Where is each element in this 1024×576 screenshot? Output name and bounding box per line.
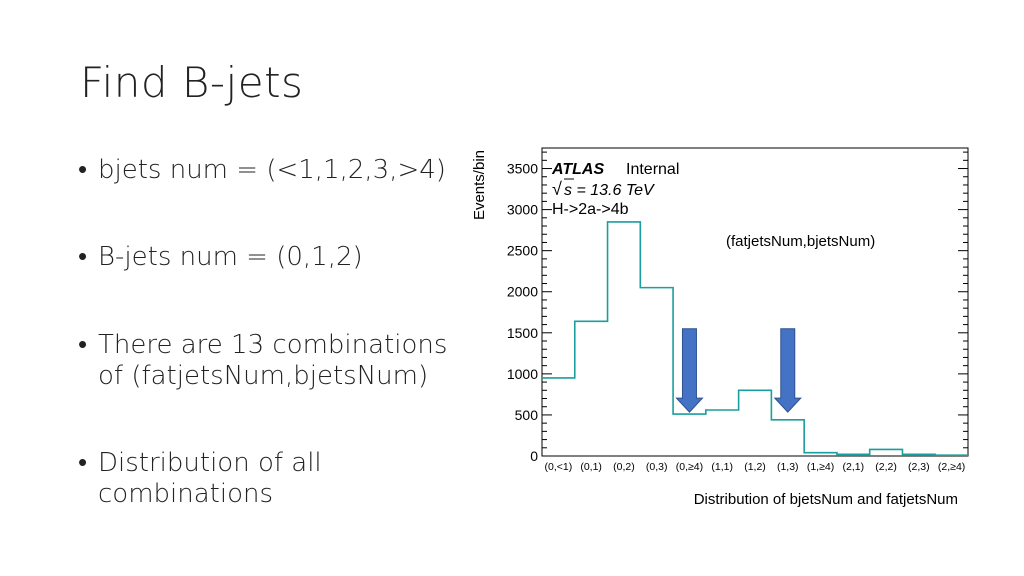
plot-frame — [541, 147, 969, 457]
bullet-text: There are 13 combinations of (fatjetsNum… — [98, 330, 448, 391]
x-tick-label: (2,3) — [908, 461, 930, 473]
bullet-text: bjets num = (<1,1,2,3,>4) — [98, 155, 446, 185]
bullet-dot-icon: • — [78, 155, 88, 185]
highlight-arrow-icon — [675, 328, 704, 413]
bullet-item: • bjets num = (<1,1,2,3,>4) — [78, 155, 458, 186]
x-axis-label: Distribution of bjetsNum and fatjetsNum — [694, 491, 958, 508]
histogram-svg: 0 500 1000 1500 2000 2500 3000 3500 (0,<1) (0,1)… — [471, 147, 969, 508]
y-tick-label: 1500 — [507, 325, 538, 341]
x-tick-label: (1,3) — [777, 461, 799, 473]
bullet-dot-icon: • — [78, 330, 88, 360]
histogram-chart: 0 500 1000 1500 2000 2500 3000 3500 (0,<1) (0,1)… — [466, 140, 986, 520]
sqrt-symbol: √ — [552, 179, 562, 199]
x-tick-label: (2,≥4) — [938, 461, 965, 473]
y-axis-label: Events/bin — [471, 150, 488, 220]
process-label: H->2a->4b — [552, 201, 629, 218]
internal-label: Internal — [626, 161, 679, 178]
energy-unit: TeV — [626, 182, 655, 199]
y-tick-label: 500 — [515, 407, 539, 423]
bullet-item: • Distribution of all combinations — [78, 448, 458, 510]
x-tick-label: (1,≥4) — [807, 461, 834, 473]
bullet-dot-icon: • — [78, 448, 88, 478]
x-tick-label: (2,2) — [875, 461, 897, 473]
x-tick-label: (1,1) — [711, 461, 733, 473]
slide-title: Find B-jets — [80, 58, 304, 107]
combo-label: (fatjetsNum,bjetsNum) — [726, 233, 875, 250]
y-tick-label: 2000 — [507, 284, 538, 300]
bullet-dot-icon: • — [78, 242, 88, 272]
x-tick-label: (2,1) — [843, 461, 865, 473]
y-tick-label: 2500 — [507, 243, 538, 259]
bullet-text: Distribution of all combinations — [98, 448, 322, 509]
x-tick-label: (0,2) — [613, 461, 635, 473]
x-tick-label: (0,1) — [580, 461, 602, 473]
x-tick-label: (1,2) — [744, 461, 766, 473]
y-tick-label: 0 — [530, 448, 538, 464]
y-tick-label: 3500 — [507, 161, 538, 177]
atlas-label: ATLAS — [551, 161, 604, 178]
bullet-item: • There are 13 combinations of (fatjetsN… — [78, 330, 458, 392]
highlight-arrow-icon — [773, 328, 802, 413]
x-tick-label: (0,<1) — [545, 461, 573, 473]
energy-label: s = 13.6 TeV — [564, 182, 655, 199]
histogram-line — [542, 221, 968, 456]
energy-value: s = 13.6 — [564, 182, 621, 199]
bullet-text: B-jets num = (0,1,2) — [98, 242, 363, 272]
x-tick-label: (0,≥4) — [676, 461, 703, 473]
x-tick-label: (0,3) — [646, 461, 668, 473]
bullet-item: • B-jets num = (0,1,2) — [78, 242, 458, 273]
y-tick-label: 1000 — [507, 366, 538, 382]
y-tick-label: 3000 — [507, 202, 538, 218]
